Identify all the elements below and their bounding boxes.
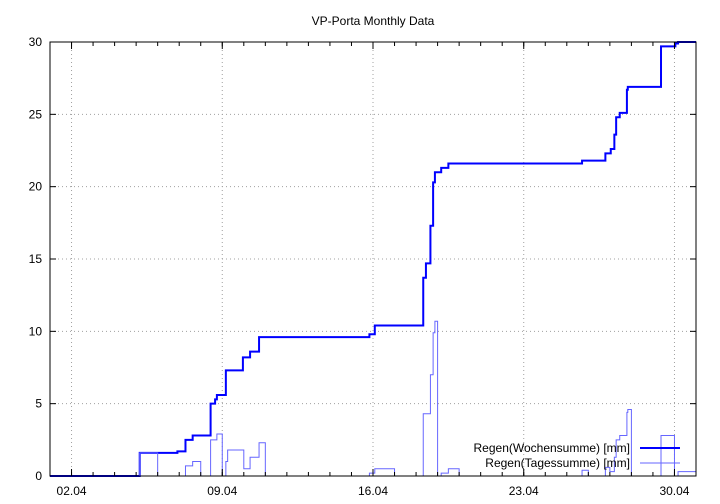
x-tick-label: 09.04	[207, 484, 237, 498]
x-tick-label: 30.04	[659, 484, 689, 498]
legend: Regen(Wochensumme) [mm] Regen(Tagessumme…	[474, 441, 680, 470]
x-tick-label: 23.04	[509, 484, 539, 498]
y-tick-label: 30	[29, 35, 43, 49]
y-tick-label: 5	[35, 397, 42, 411]
grid	[50, 42, 696, 476]
series-line-wochensumme	[50, 41, 696, 477]
chart-title: VP-Porta Monthly Data	[312, 14, 435, 28]
y-tick-label: 25	[29, 107, 43, 121]
y-tick-label: 20	[29, 180, 43, 194]
y-tick-label: 15	[29, 252, 43, 266]
axes: 0 5 10 15 20 25 30 02.04 09.04 16.04 23.04 30.04	[29, 35, 696, 498]
x-tick-label: 16.04	[358, 484, 388, 498]
y-tick-label: 10	[29, 324, 43, 338]
series-layer	[50, 41, 696, 477]
y-tick-label: 0	[35, 469, 42, 483]
series-line-tagessumme	[50, 320, 696, 477]
legend-label-wochensumme: Regen(Wochensumme) [mm]	[474, 441, 631, 455]
legend-label-tagessumme: Regen(Tagessumme) [mm]	[485, 456, 630, 470]
x-tick-label: 02.04	[57, 484, 87, 498]
